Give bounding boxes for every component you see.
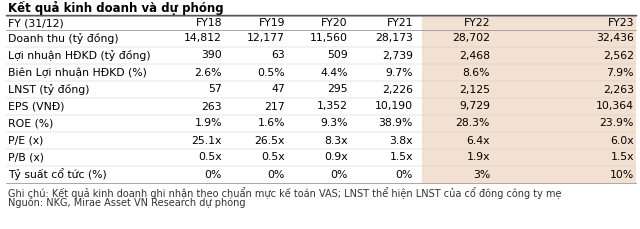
Text: 0.5x: 0.5x [261, 153, 285, 163]
Text: 10,190: 10,190 [375, 101, 413, 112]
Text: 1,352: 1,352 [317, 101, 348, 112]
Text: 2,226: 2,226 [382, 85, 413, 95]
Text: 8.3x: 8.3x [324, 136, 348, 145]
Text: 2,263: 2,263 [603, 85, 634, 95]
Text: 2,468: 2,468 [459, 51, 490, 60]
Text: FY21: FY21 [387, 18, 413, 28]
Text: 390: 390 [201, 51, 222, 60]
Bar [422, 16, 636, 183]
Text: Doanh thu (tỷ đồng): Doanh thu (tỷ đồng) [8, 33, 118, 44]
Text: 0%: 0% [205, 169, 222, 180]
Text: ROE (%): ROE (%) [8, 118, 53, 128]
Text: FY20: FY20 [321, 18, 348, 28]
Text: 1.6%: 1.6% [257, 118, 285, 128]
Text: 32,436: 32,436 [596, 33, 634, 44]
Text: 26.5x: 26.5x [255, 136, 285, 145]
Text: 28.3%: 28.3% [456, 118, 490, 128]
Text: 0.5x: 0.5x [198, 153, 222, 163]
Text: 10%: 10% [610, 169, 634, 180]
Text: Ghi chú: Kết quả kinh doanh ghi nhận theo chuẩn mực kế toán VAS; LNST thể hiện L: Ghi chú: Kết quả kinh doanh ghi nhận the… [8, 187, 561, 199]
Text: 10,364: 10,364 [596, 101, 634, 112]
Text: FY (31/12): FY (31/12) [8, 18, 64, 28]
Text: 509: 509 [327, 51, 348, 60]
Text: LNST (tỷ đồng): LNST (tỷ đồng) [8, 84, 90, 95]
Text: 3.8x: 3.8x [390, 136, 413, 145]
Text: P/B (x): P/B (x) [8, 153, 44, 163]
Text: 28,702: 28,702 [452, 33, 490, 44]
Text: 217: 217 [264, 101, 285, 112]
Text: FY18: FY18 [195, 18, 222, 28]
Text: 25.1x: 25.1x [191, 136, 222, 145]
Text: 47: 47 [271, 85, 285, 95]
Text: 1.5x: 1.5x [611, 153, 634, 163]
Text: 23.9%: 23.9% [600, 118, 634, 128]
Text: 14,812: 14,812 [184, 33, 222, 44]
Text: 8.6%: 8.6% [463, 68, 490, 77]
Text: 2.6%: 2.6% [195, 68, 222, 77]
Text: FY22: FY22 [463, 18, 490, 28]
Text: 1.5x: 1.5x [390, 153, 413, 163]
Text: FY23: FY23 [607, 18, 634, 28]
Text: 9,729: 9,729 [459, 101, 490, 112]
Text: 57: 57 [208, 85, 222, 95]
Text: 28,173: 28,173 [375, 33, 413, 44]
Text: 9.3%: 9.3% [321, 118, 348, 128]
Text: 0.9x: 0.9x [324, 153, 348, 163]
Text: 0.5%: 0.5% [257, 68, 285, 77]
Text: 295: 295 [328, 85, 348, 95]
Text: 3%: 3% [473, 169, 490, 180]
Text: 0%: 0% [268, 169, 285, 180]
Text: 11,560: 11,560 [310, 33, 348, 44]
Text: 6.4x: 6.4x [467, 136, 490, 145]
Text: 12,177: 12,177 [247, 33, 285, 44]
Text: FY19: FY19 [259, 18, 285, 28]
Text: 2,562: 2,562 [603, 51, 634, 60]
Text: 1.9x: 1.9x [467, 153, 490, 163]
Text: Biên Lợi nhuận HĐKD (%): Biên Lợi nhuận HĐKD (%) [8, 67, 147, 78]
Text: 0%: 0% [331, 169, 348, 180]
Text: 6.0x: 6.0x [611, 136, 634, 145]
Text: Kết quả kinh doanh và dự phóng: Kết quả kinh doanh và dự phóng [8, 1, 223, 15]
Text: 1.9%: 1.9% [195, 118, 222, 128]
Text: EPS (VNĐ): EPS (VNĐ) [8, 101, 65, 112]
Text: Tỷ suất cổ tức (%): Tỷ suất cổ tức (%) [8, 169, 107, 180]
Text: 63: 63 [271, 51, 285, 60]
Text: 263: 263 [202, 101, 222, 112]
Text: 38.9%: 38.9% [379, 118, 413, 128]
Text: 4.4%: 4.4% [321, 68, 348, 77]
Text: 2,125: 2,125 [459, 85, 490, 95]
Text: 9.7%: 9.7% [385, 68, 413, 77]
Text: Nguồn: NKG, Mirae Asset VN Research dự phóng: Nguồn: NKG, Mirae Asset VN Research dự p… [8, 197, 246, 208]
Text: Lợi nhuận HĐKD (tỷ đồng): Lợi nhuận HĐKD (tỷ đồng) [8, 50, 150, 61]
Text: 0%: 0% [396, 169, 413, 180]
Text: P/E (x): P/E (x) [8, 136, 44, 145]
Text: 7.9%: 7.9% [607, 68, 634, 77]
Text: 2,739: 2,739 [382, 51, 413, 60]
